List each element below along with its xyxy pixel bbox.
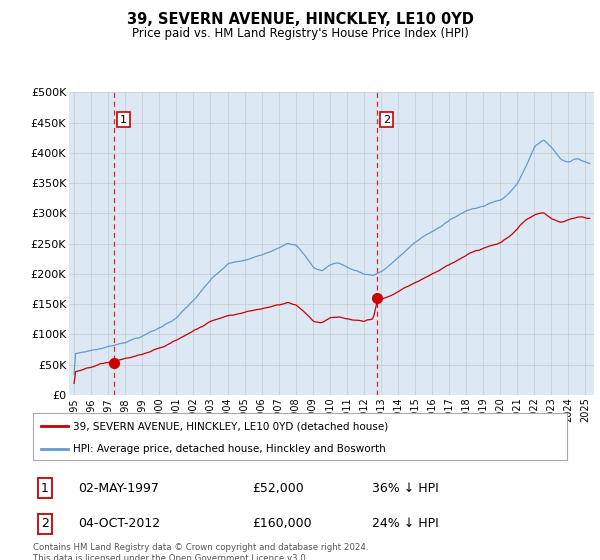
Text: 36% ↓ HPI: 36% ↓ HPI — [372, 482, 439, 495]
Text: 02-MAY-1997: 02-MAY-1997 — [78, 482, 159, 495]
Text: 04-OCT-2012: 04-OCT-2012 — [78, 517, 160, 530]
Text: 2: 2 — [383, 115, 390, 125]
Text: 39, SEVERN AVENUE, HINCKLEY, LE10 0YD (detached house): 39, SEVERN AVENUE, HINCKLEY, LE10 0YD (d… — [73, 421, 388, 431]
Text: 1: 1 — [120, 115, 127, 125]
Text: £52,000: £52,000 — [252, 482, 304, 495]
Text: £160,000: £160,000 — [252, 517, 311, 530]
Text: Price paid vs. HM Land Registry's House Price Index (HPI): Price paid vs. HM Land Registry's House … — [131, 27, 469, 40]
Text: HPI: Average price, detached house, Hinckley and Bosworth: HPI: Average price, detached house, Hinc… — [73, 444, 386, 454]
Text: 24% ↓ HPI: 24% ↓ HPI — [372, 517, 439, 530]
Text: 1: 1 — [41, 482, 49, 495]
Text: 2: 2 — [41, 517, 49, 530]
Text: 39, SEVERN AVENUE, HINCKLEY, LE10 0YD: 39, SEVERN AVENUE, HINCKLEY, LE10 0YD — [127, 12, 473, 27]
Text: Contains HM Land Registry data © Crown copyright and database right 2024.
This d: Contains HM Land Registry data © Crown c… — [33, 543, 368, 560]
